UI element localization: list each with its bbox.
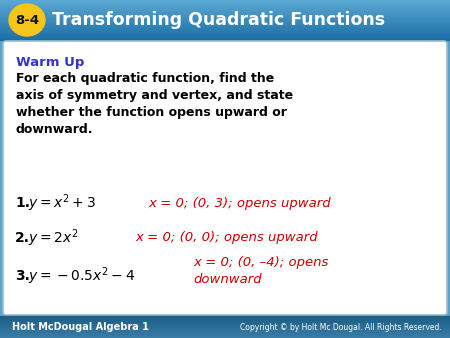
Text: x = 0; (0, 0); opens upward: x = 0; (0, 0); opens upward [135, 232, 318, 244]
Bar [0, 8, 450, 10]
Bar [0, 315, 450, 317]
Bar [0, 336, 450, 338]
Bar [0, 323, 450, 325]
Text: $y = 2x^2$: $y = 2x^2$ [28, 227, 78, 249]
Bar [0, 9, 450, 11]
Bar [0, 25, 450, 27]
Bar [0, 34, 450, 36]
Text: $y = x^2 + 3$: $y = x^2 + 3$ [28, 192, 96, 214]
Text: 2.: 2. [15, 231, 30, 245]
Bar [0, 23, 450, 24]
Bar [0, 39, 450, 40]
Text: Warm Up: Warm Up [16, 56, 85, 69]
Bar [0, 13, 450, 14]
Bar [0, 328, 450, 329]
Bar [0, 320, 450, 321]
Bar [0, 22, 450, 23]
Bar [0, 6, 450, 8]
Bar [0, 325, 450, 327]
Text: Transforming Quadratic Functions: Transforming Quadratic Functions [52, 11, 385, 29]
Text: Holt McDougal Algebra 1: Holt McDougal Algebra 1 [12, 322, 149, 332]
Bar [0, 318, 450, 319]
Bar [0, 1, 450, 3]
Bar [0, 14, 450, 15]
Bar [0, 28, 450, 30]
Bar [0, 20, 450, 21]
Bar [0, 31, 450, 33]
Text: Copyright © by Holt Mc Dougal. All Rights Reserved.: Copyright © by Holt Mc Dougal. All Right… [240, 322, 442, 332]
Bar [0, 10, 450, 12]
Bar [0, 317, 450, 318]
Text: x = 0; (0, –4); opens
downward: x = 0; (0, –4); opens downward [193, 256, 328, 286]
Bar [0, 324, 450, 326]
Bar [0, 330, 450, 331]
Text: $y = -0.5x^2 - 4$: $y = -0.5x^2 - 4$ [28, 265, 135, 287]
Bar [0, 21, 450, 22]
Bar [0, 332, 450, 334]
Bar [0, 26, 450, 28]
Text: For each quadratic function, find the
axis of symmetry and vertex, and state
whe: For each quadratic function, find the ax… [16, 72, 293, 136]
Bar [0, 4, 450, 6]
Bar [0, 24, 450, 25]
Bar [0, 5, 450, 7]
Bar [0, 19, 450, 20]
Bar [0, 3, 450, 5]
Bar [0, 27, 450, 29]
Bar [0, 333, 450, 335]
Bar [0, 16, 450, 17]
Bar [0, 17, 450, 18]
Bar [0, 15, 450, 16]
Bar [0, 24, 450, 26]
Bar [0, 38, 450, 39]
Bar [0, 321, 450, 322]
Bar [0, 2, 450, 4]
Bar [0, 331, 450, 333]
Bar [0, 322, 450, 324]
Bar [0, 334, 450, 336]
Bar [0, 35, 450, 37]
Bar [0, 30, 450, 32]
Bar [0, 18, 450, 19]
Bar [0, 7, 450, 9]
Ellipse shape [9, 4, 45, 36]
Bar [0, 319, 450, 320]
Bar [0, 29, 450, 31]
FancyBboxPatch shape [3, 41, 447, 315]
Bar [0, 329, 450, 330]
Bar [0, 37, 450, 38]
Text: 1.: 1. [15, 196, 30, 210]
Text: 3.: 3. [15, 269, 30, 283]
Bar [0, 335, 450, 337]
Bar [0, 0, 450, 2]
Bar [0, 32, 450, 34]
Bar [0, 11, 450, 13]
Bar [0, 33, 450, 35]
Bar [0, 327, 450, 328]
Text: 8-4: 8-4 [15, 14, 39, 26]
Bar [0, 0, 450, 1]
Text: x = 0; (0, 3); opens upward: x = 0; (0, 3); opens upward [148, 196, 331, 210]
